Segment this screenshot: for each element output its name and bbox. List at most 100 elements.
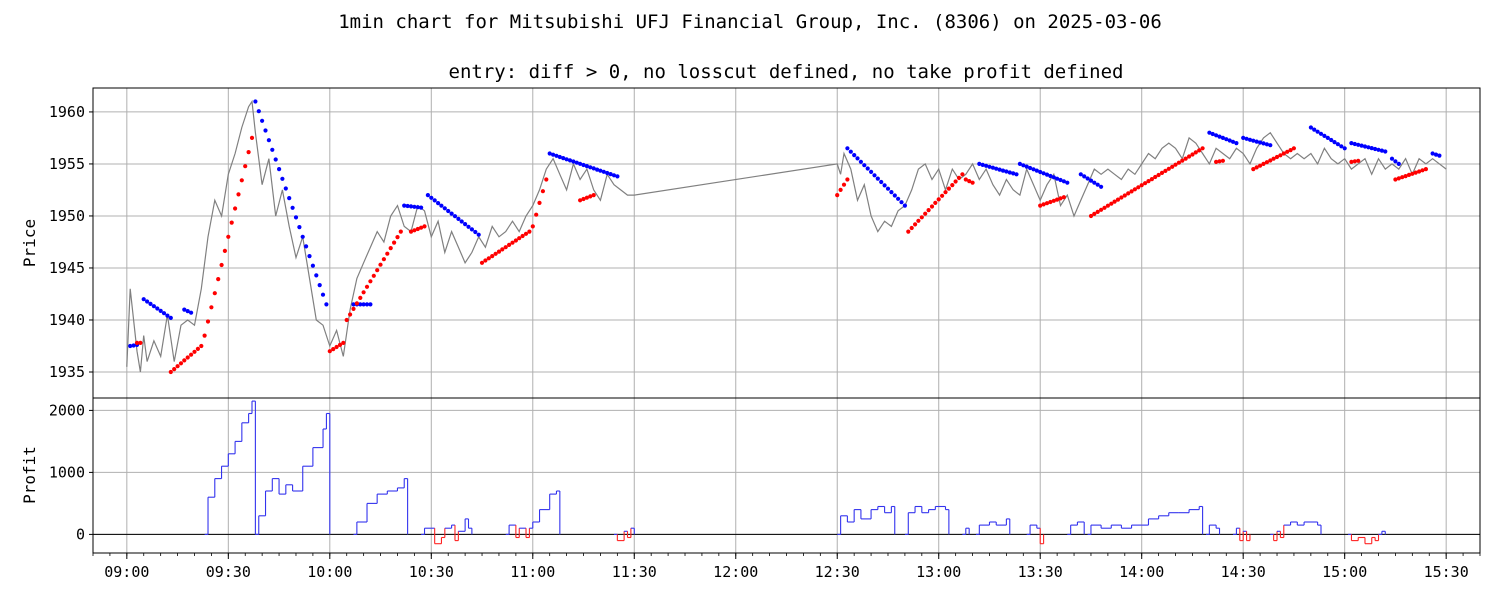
lower-signal-dot <box>523 231 529 236</box>
upper-signal-dot <box>872 173 877 178</box>
lower-signal-dot <box>1349 159 1354 164</box>
lower-signal-dot <box>199 343 204 349</box>
lower-signal-dot <box>1356 158 1361 163</box>
upper-signal-dot <box>256 109 261 114</box>
lower-signal-dot <box>540 189 546 194</box>
lower-signal-dot <box>1352 159 1357 164</box>
lower-signal-dot <box>1254 165 1259 170</box>
upper-signal-dot <box>155 306 160 311</box>
price-y-tick-label: 1940 <box>49 311 85 329</box>
figure-suptitle: 1min chart for Mitsubishi UFJ Financial … <box>338 11 1162 33</box>
upper-signal-dot <box>588 165 593 170</box>
profit-grid <box>93 398 1480 553</box>
lower-signal-dot <box>486 256 491 261</box>
lower-signal-dot <box>378 262 383 267</box>
upper-signal-dot <box>158 308 163 313</box>
chart-subtitle: entry: diff > 0, no losscut defined, no … <box>449 61 1124 83</box>
profit-y-ticks: 0 1000 2000 <box>49 401 93 543</box>
price-panel: 1935 1940 1945 1950 1955 1960 Price <box>20 87 1481 399</box>
upper-signal-dot <box>1044 172 1050 177</box>
x-tick-label: 13:00 <box>916 563 961 581</box>
lower-signal-dot <box>1088 213 1094 219</box>
upper-signal-dot <box>408 204 414 209</box>
upper-signal-dot <box>446 208 451 214</box>
profit-plot-frame <box>92 397 1481 554</box>
upper-signal-dot <box>476 232 481 237</box>
upper-signal-dot <box>551 152 556 157</box>
x-tick-label: 11:00 <box>510 563 555 581</box>
upper-signal-dot <box>608 172 613 177</box>
lower-signal-dot <box>926 208 931 213</box>
upper-signal-dot <box>1244 136 1249 141</box>
lower-signal-dot <box>1153 174 1158 180</box>
lower-signal-dot <box>1058 196 1063 201</box>
upper-signal-dot <box>300 234 305 239</box>
upper-signal-dot <box>1393 159 1398 164</box>
upper-signal-dot <box>1048 173 1053 179</box>
upper-signal-dot <box>1261 141 1266 146</box>
lower-signal-dot <box>1278 153 1283 158</box>
upper-signal-dot <box>1342 146 1347 151</box>
lower-signal-dot <box>1170 164 1175 169</box>
upper-signal-dot <box>364 302 370 307</box>
upper-signal-dot <box>290 205 295 210</box>
upper-signal-dot <box>310 263 315 268</box>
upper-signal-dot <box>852 153 857 158</box>
upper-signal-dot <box>1038 169 1043 175</box>
upper-signal-dot <box>168 315 173 320</box>
upper-signal-dot <box>287 196 292 201</box>
lower-signal-dot <box>327 349 332 354</box>
lower-signal-dot <box>1051 198 1056 203</box>
lower-signal-dot <box>202 333 207 338</box>
price-y-tick-label: 1935 <box>49 363 85 381</box>
upper-signal-dot <box>131 343 136 348</box>
upper-signal-dot <box>611 173 617 178</box>
upper-signal-dot <box>578 161 583 166</box>
lower-signal-dot <box>205 319 211 324</box>
upper-signal-dot <box>1095 182 1100 187</box>
upper-signal-dot <box>1369 146 1374 151</box>
lower-signal-dot <box>483 258 488 263</box>
upper-signal-dot <box>1373 146 1378 152</box>
lower-signal-dot <box>408 229 414 234</box>
upper-signal-dot <box>463 222 468 227</box>
lower-signal-dot <box>936 197 941 202</box>
lower-signal-dot <box>838 187 843 192</box>
upper-signal-dot <box>882 183 887 188</box>
upper-signal-dot <box>1264 142 1269 147</box>
lower-signal-dot <box>1396 176 1401 181</box>
lower-signal-dot <box>956 175 962 180</box>
upper-signal-dot <box>419 205 424 210</box>
upper-signal-dot <box>1230 139 1236 144</box>
upper-signal-dot <box>141 297 146 302</box>
x-tick-label: 09:00 <box>104 563 149 581</box>
lower-signal-dot <box>168 369 173 375</box>
upper-signal-dot <box>605 170 610 176</box>
lower-signal-dot <box>953 179 958 184</box>
lower-signal-dot <box>1214 159 1219 164</box>
lower-signal-dot <box>1126 191 1131 196</box>
upper-signal-dot <box>456 216 461 221</box>
lower-signal-dot <box>1393 177 1398 182</box>
lower-signal-dot <box>963 177 968 182</box>
lower-signal-dot <box>1136 185 1141 190</box>
lower-signal-dot <box>581 196 586 202</box>
upper-signal-dot <box>145 299 150 304</box>
lower-signal-dot <box>1092 211 1097 216</box>
upper-signal-dot <box>892 193 897 198</box>
upper-signal-dot <box>567 158 573 163</box>
upper-signal-dot <box>1007 170 1012 175</box>
lower-signal-dot <box>1285 149 1290 154</box>
lower-signal-dot <box>1156 172 1161 178</box>
upper-signal-dot <box>425 193 430 198</box>
upper-signal-dot <box>412 204 417 209</box>
price-line <box>126 99 1447 373</box>
upper-signal-dot <box>1034 168 1039 173</box>
upper-signal-dot <box>1041 171 1046 176</box>
lower-signal-dot <box>527 229 532 234</box>
upper-signal-dot <box>1214 133 1219 138</box>
x-tick-label: 15:30 <box>1424 563 1469 581</box>
lower-signal-dot <box>906 229 911 234</box>
lower-signal-dot <box>192 349 197 354</box>
lower-signal-dot <box>226 234 231 239</box>
